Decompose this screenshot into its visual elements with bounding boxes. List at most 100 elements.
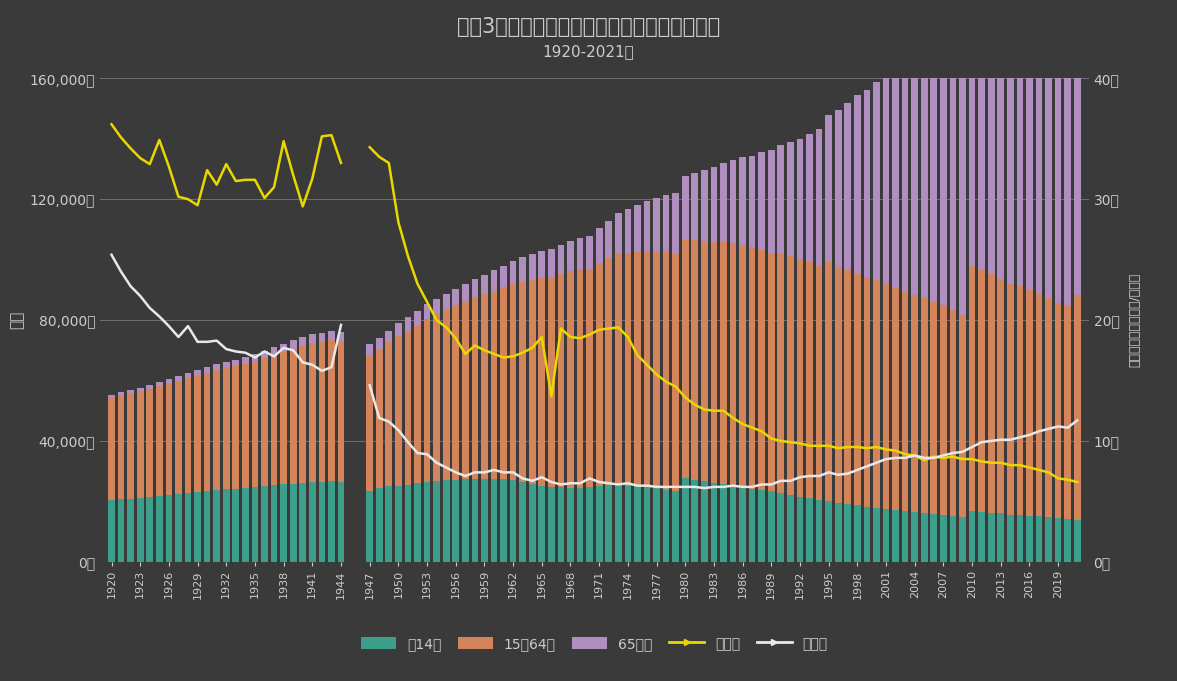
Bar xyxy=(567,271,574,488)
Bar xyxy=(844,270,851,504)
Bar xyxy=(424,304,431,319)
Bar xyxy=(614,212,621,253)
Bar xyxy=(405,317,411,330)
Bar xyxy=(204,373,211,490)
Bar xyxy=(614,253,621,485)
Bar xyxy=(920,58,927,298)
Bar xyxy=(844,504,851,562)
Bar xyxy=(902,292,909,511)
Bar xyxy=(510,480,517,562)
Bar xyxy=(157,496,162,562)
Bar xyxy=(491,291,498,479)
Bar xyxy=(816,501,823,562)
Bar xyxy=(672,253,679,491)
Bar xyxy=(711,167,717,242)
Bar xyxy=(137,498,144,562)
Bar xyxy=(175,494,181,562)
Bar xyxy=(797,139,804,259)
Bar xyxy=(663,253,670,490)
Bar xyxy=(242,488,248,562)
Bar xyxy=(940,305,946,515)
Bar xyxy=(146,497,153,562)
Bar xyxy=(767,151,774,253)
Bar xyxy=(681,478,689,562)
Bar xyxy=(213,364,220,370)
Bar xyxy=(366,355,373,490)
Bar xyxy=(778,253,784,493)
Bar xyxy=(978,270,985,511)
Bar xyxy=(931,513,937,562)
Bar xyxy=(271,355,278,485)
Bar xyxy=(787,495,793,562)
Bar xyxy=(194,375,201,492)
Bar xyxy=(739,487,746,562)
Bar xyxy=(920,298,927,513)
Bar xyxy=(834,267,842,503)
Bar xyxy=(969,511,976,562)
Bar xyxy=(1045,298,1052,518)
Bar xyxy=(233,489,239,562)
Bar xyxy=(157,382,162,386)
Bar xyxy=(433,314,440,481)
Bar xyxy=(691,240,698,480)
Bar xyxy=(825,501,832,562)
Bar xyxy=(567,488,574,562)
Bar xyxy=(892,510,899,562)
Bar xyxy=(242,357,248,364)
Bar xyxy=(1008,0,1013,284)
Bar xyxy=(778,145,784,253)
Bar xyxy=(366,345,373,355)
Bar xyxy=(825,262,832,501)
Bar xyxy=(605,221,612,258)
Bar xyxy=(720,242,727,484)
Bar xyxy=(596,486,603,562)
Bar xyxy=(950,52,956,310)
Bar xyxy=(328,331,334,340)
Bar xyxy=(883,76,890,284)
Bar xyxy=(883,509,890,562)
Bar xyxy=(605,486,612,562)
Bar xyxy=(691,173,698,240)
Bar xyxy=(118,395,125,499)
Bar xyxy=(222,362,230,368)
Bar xyxy=(1064,306,1071,519)
Bar xyxy=(271,485,278,562)
Bar xyxy=(319,342,325,481)
Bar xyxy=(855,505,860,562)
Bar xyxy=(855,274,860,505)
Bar xyxy=(222,368,230,490)
Bar xyxy=(395,336,401,486)
Bar xyxy=(375,488,383,562)
Bar xyxy=(1073,0,1080,295)
Bar xyxy=(443,294,450,309)
Bar xyxy=(577,238,584,269)
Bar xyxy=(157,386,162,496)
Bar xyxy=(1017,515,1023,562)
Bar xyxy=(997,0,1004,279)
Bar xyxy=(1036,294,1043,516)
Bar xyxy=(472,298,478,479)
Bar xyxy=(185,378,192,492)
Bar xyxy=(310,343,315,482)
Bar xyxy=(778,493,784,562)
Bar xyxy=(577,488,584,562)
Bar xyxy=(883,284,890,509)
Bar xyxy=(749,247,756,489)
Bar xyxy=(310,482,315,562)
Bar xyxy=(864,277,870,507)
Bar xyxy=(586,268,593,487)
Bar xyxy=(510,284,517,480)
Bar xyxy=(911,512,918,562)
Bar xyxy=(873,508,879,562)
Bar xyxy=(1026,0,1032,290)
Bar xyxy=(461,301,468,479)
Bar xyxy=(280,484,287,562)
Bar xyxy=(491,479,498,562)
Bar xyxy=(834,503,842,562)
Bar xyxy=(194,492,201,562)
Bar xyxy=(118,499,125,562)
Bar xyxy=(558,274,564,488)
Bar xyxy=(414,311,421,325)
Y-axis label: 人口: 人口 xyxy=(9,311,24,329)
Bar xyxy=(797,259,804,497)
